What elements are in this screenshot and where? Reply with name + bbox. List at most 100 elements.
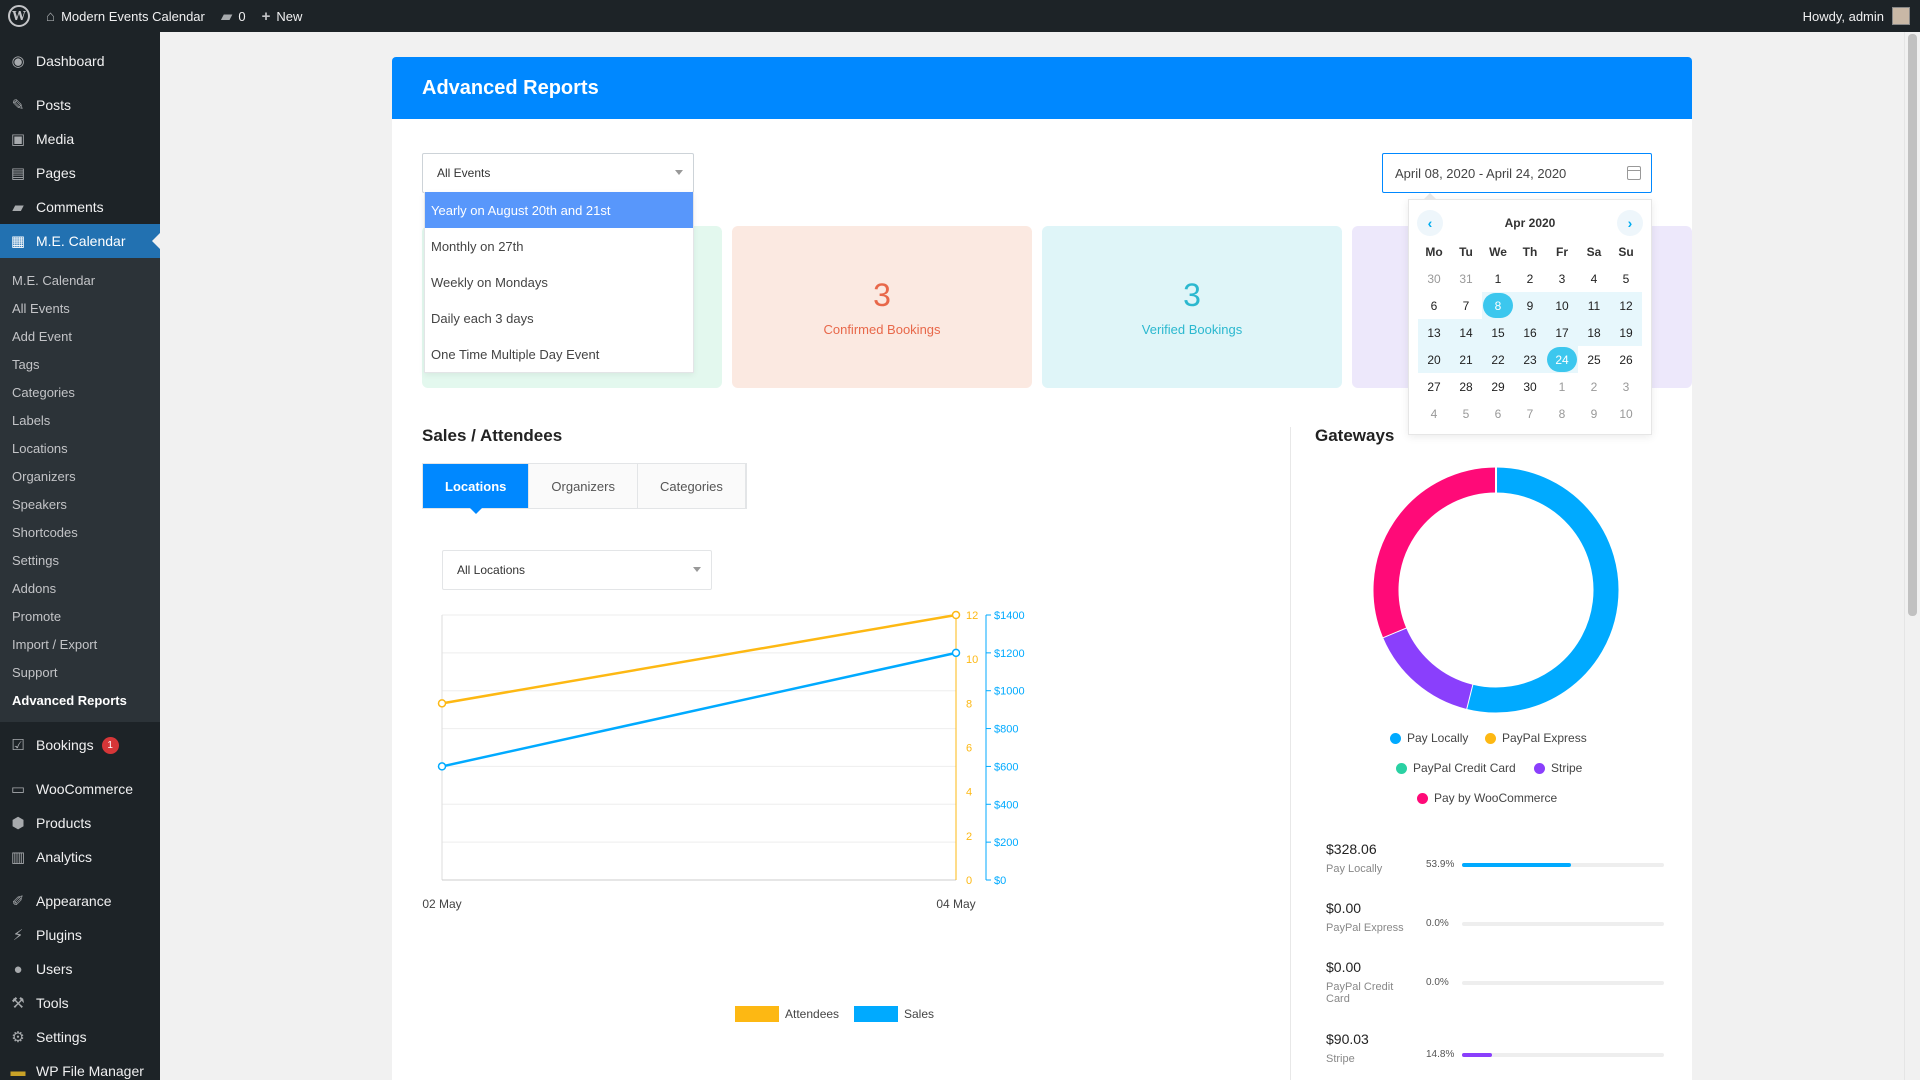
menu-posts[interactable]: ✎ Posts — [0, 88, 160, 122]
page-scrollbar[interactable] — [1904, 32, 1920, 1080]
tab-organizers[interactable]: Organizers — [529, 464, 638, 508]
submenu-item[interactable]: Organizers — [12, 468, 76, 484]
calendar-day[interactable]: 6 — [1430, 298, 1438, 313]
comments-link[interactable]: ▰ 0 — [213, 0, 254, 32]
calendar-day[interactable]: 28 — [1459, 379, 1473, 394]
submenu-item[interactable]: Addons — [12, 580, 57, 596]
calendar-day[interactable]: 19 — [1610, 319, 1642, 346]
chevron-left-icon[interactable]: ‹ — [1417, 210, 1443, 236]
calendar-day[interactable]: 6 — [1494, 406, 1502, 421]
calendar-day[interactable]: 30 — [1523, 379, 1537, 394]
calendar-day[interactable]: 26 — [1619, 352, 1633, 367]
calendar-day[interactable]: 5 — [1622, 271, 1630, 286]
calendar-day[interactable]: 9 — [1590, 406, 1598, 421]
calendar-day[interactable]: 21 — [1450, 346, 1482, 373]
calendar-day[interactable]: 18 — [1578, 319, 1610, 346]
account-menu[interactable]: Howdy, admin — [1803, 7, 1920, 25]
calendar-day[interactable]: 8 — [1482, 292, 1514, 319]
menu-woocommerce[interactable]: ▭ WooCommerce — [0, 772, 160, 806]
calendar-day[interactable]: 9 — [1514, 292, 1546, 319]
event-option[interactable]: Yearly on August 20th and 21st — [425, 192, 693, 228]
menu-comments[interactable]: ▰ Comments — [0, 190, 160, 224]
submenu-item[interactable]: Categories — [12, 384, 75, 400]
submenu-item[interactable]: Promote — [12, 608, 62, 624]
locations-select[interactable]: All Locations — [442, 550, 712, 590]
menu-pages[interactable]: ▤ Pages — [0, 156, 160, 190]
calendar-day[interactable]: 11 — [1578, 292, 1610, 319]
stat-card-verified: 3 Verified Bookings — [1042, 226, 1342, 388]
calendar-day[interactable]: 23 — [1514, 346, 1546, 373]
menu-dashboard[interactable]: ◉ Dashboard — [0, 44, 160, 78]
calendar-day[interactable]: 17 — [1546, 319, 1578, 346]
tab-categories[interactable]: Categories — [637, 464, 746, 508]
calendar-day[interactable]: 13 — [1418, 319, 1450, 346]
submenu-item-advanced-reports[interactable]: Advanced Reports — [12, 692, 127, 708]
legend-label: PayPal Credit Card — [1413, 761, 1516, 775]
event-option[interactable]: Weekly on Mondays — [431, 274, 548, 290]
tab-locations[interactable]: Locations — [423, 464, 530, 514]
menu-file-manager[interactable]: ▬ WP File Manager — [0, 1054, 160, 1080]
scrollbar-thumb[interactable] — [1908, 34, 1917, 616]
calendar-day[interactable]: 12 — [1610, 292, 1642, 319]
calendar-day[interactable]: 16 — [1514, 319, 1546, 346]
calendar-day[interactable]: 7 — [1526, 406, 1534, 421]
menu-appearance[interactable]: ✐ Appearance — [0, 884, 160, 918]
donut-slice-pay-by-woocommerce[interactable] — [1373, 467, 1497, 638]
calendar-day[interactable]: 2 — [1590, 379, 1598, 394]
calendar-day[interactable]: 5 — [1462, 406, 1470, 421]
calendar-day[interactable]: 4 — [1590, 271, 1598, 286]
event-option[interactable]: Daily each 3 days — [431, 310, 534, 326]
menu-bookings[interactable]: ☑ Bookings 1 — [0, 728, 160, 762]
events-select[interactable]: All Events — [422, 153, 694, 193]
donut-slice-pay-locally[interactable] — [1466, 467, 1619, 713]
calendar-day[interactable]: 15 — [1482, 319, 1514, 346]
new-content-link[interactable]: + New — [254, 0, 311, 32]
submenu-item[interactable]: Import / Export — [12, 636, 98, 652]
calendar-day[interactable]: 3 — [1558, 271, 1566, 286]
calendar-day[interactable]: 27 — [1427, 379, 1441, 394]
calendar-day[interactable]: 30 — [1427, 271, 1441, 286]
calendar-day[interactable]: 29 — [1491, 379, 1505, 394]
calendar-day[interactable]: 10 — [1546, 292, 1578, 319]
menu-products[interactable]: ⬢ Products — [0, 806, 160, 840]
submenu-item[interactable]: Shortcodes — [12, 524, 78, 540]
submenu-item[interactable]: Labels — [12, 412, 51, 428]
calendar-day[interactable]: 7 — [1462, 298, 1470, 313]
submenu-item[interactable]: Tags — [12, 356, 40, 372]
calendar-day[interactable]: 3 — [1622, 379, 1630, 394]
submenu-item[interactable]: M.E. Calendar — [12, 272, 96, 288]
site-name-link[interactable]: ⌂ Modern Events Calendar — [38, 0, 213, 32]
calendar-weekday: Sa — [1586, 244, 1602, 259]
submenu-item[interactable]: Speakers — [12, 496, 67, 512]
wordpress-logo-button[interactable]: W — [0, 0, 38, 32]
submenu-item[interactable]: Locations — [12, 440, 68, 456]
submenu-item[interactable]: All Events — [12, 300, 70, 316]
menu-users[interactable]: ● Users — [0, 952, 160, 986]
calendar-day[interactable]: 24 — [1546, 346, 1578, 373]
submenu-item[interactable]: Support — [12, 664, 58, 680]
date-range-input[interactable]: April 08, 2020 - April 24, 2020 — [1382, 153, 1652, 193]
menu-settings[interactable]: ⚙ Settings — [0, 1020, 160, 1054]
calendar-day[interactable]: 31 — [1459, 271, 1473, 286]
menu-analytics[interactable]: ▥ Analytics — [0, 840, 160, 874]
menu-media[interactable]: ▣ Media — [0, 122, 160, 156]
calendar-day[interactable]: 20 — [1418, 346, 1450, 373]
calendar-day[interactable]: 1 — [1494, 271, 1502, 286]
submenu-item[interactable]: Settings — [12, 552, 59, 568]
calendar-day[interactable]: 2 — [1526, 271, 1534, 286]
calendar-day[interactable]: 22 — [1482, 346, 1514, 373]
calendar-day[interactable]: 4 — [1430, 406, 1438, 421]
submenu-item[interactable]: Add Event — [12, 328, 72, 344]
event-option[interactable]: Monthly on 27th — [431, 238, 524, 254]
calendar-day[interactable]: 14 — [1450, 319, 1482, 346]
event-option[interactable]: One Time Multiple Day Event — [431, 346, 600, 362]
calendar-day[interactable]: 25 — [1587, 352, 1601, 367]
calendar-day[interactable]: 8 — [1558, 406, 1566, 421]
menu-tools[interactable]: ⚒ Tools — [0, 986, 160, 1020]
donut-slice-stripe[interactable] — [1382, 627, 1473, 709]
menu-me-calendar[interactable]: ▦ M.E. Calendar — [0, 224, 160, 258]
chevron-right-icon[interactable]: › — [1616, 210, 1643, 236]
menu-plugins[interactable]: ⚡ Plugins — [0, 918, 160, 952]
calendar-day[interactable]: 1 — [1558, 379, 1566, 394]
calendar-day[interactable]: 10 — [1619, 406, 1633, 421]
